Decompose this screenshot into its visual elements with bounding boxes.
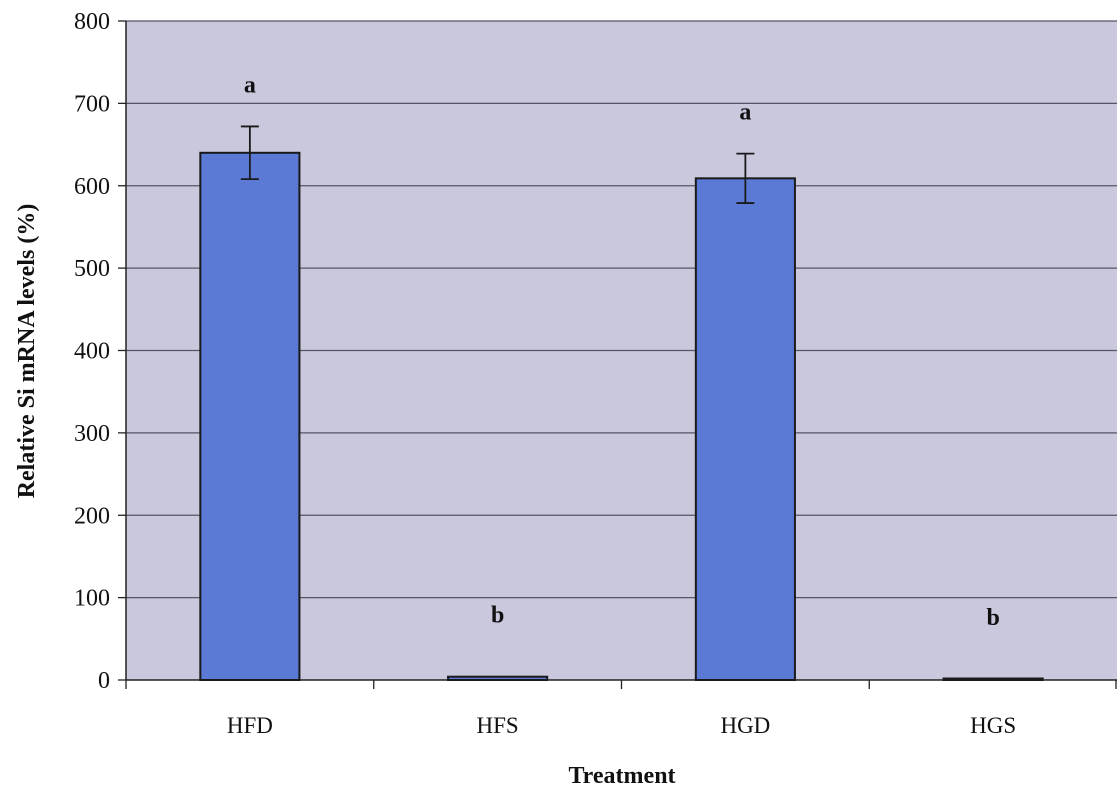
x-axis-title: Treatment — [568, 763, 675, 788]
x-axis: HFD HFS HGD HGS — [125, 679, 1117, 738]
bar-hgs — [942, 677, 1044, 681]
y-tick-label: 100 — [74, 586, 110, 612]
y-tick-label: 700 — [74, 91, 110, 117]
y-tick-label: 0 — [98, 668, 110, 694]
y-axis: 0 100 200 300 400 500 600 700 800 — [74, 9, 127, 694]
y-tick-label: 500 — [74, 256, 110, 282]
significance-label: b — [986, 605, 999, 631]
bar-hfs — [447, 675, 549, 682]
x-tick-label: HGS — [970, 713, 1016, 738]
significance-label: a — [739, 100, 751, 126]
bar-hfd — [199, 151, 301, 682]
bars — [199, 151, 1044, 682]
y-tick-label: 300 — [74, 421, 110, 447]
significance-labels: a b a b — [244, 72, 1000, 631]
y-tick-label: 400 — [74, 339, 110, 365]
y-axis-title: Relative Si mRNA levels (%) — [14, 204, 40, 499]
significance-label: b — [491, 603, 504, 629]
x-tick-label: HFD — [227, 713, 273, 738]
bar-hgd — [694, 177, 796, 681]
x-tick-label: HFS — [477, 713, 519, 738]
error-bars — [240, 125, 755, 204]
x-tick-label: HGD — [720, 713, 770, 738]
y-tick-label: 200 — [74, 503, 110, 529]
significance-label: a — [244, 72, 256, 98]
y-tick-label: 600 — [74, 174, 110, 200]
y-tick-label: 800 — [74, 9, 110, 35]
